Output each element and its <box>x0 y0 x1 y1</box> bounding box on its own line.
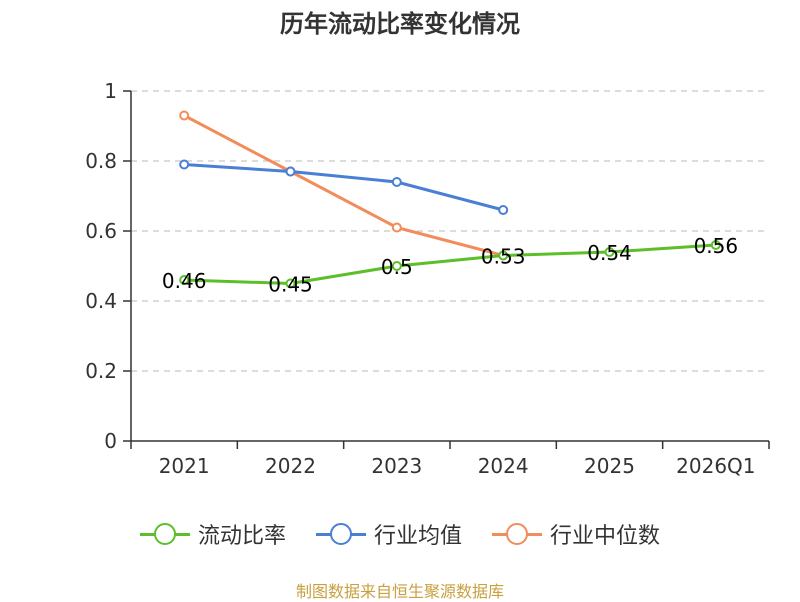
legend-item[interactable]: 流动比率 <box>139 518 286 550</box>
data-point <box>710 240 721 250</box>
data-label: 0.53 <box>481 245 526 269</box>
data-point <box>285 166 296 177</box>
legend-label: 行业中位数 <box>550 524 661 549</box>
x-tick-label: 2022 <box>265 454 316 478</box>
data-point <box>391 222 402 233</box>
legend-marker <box>139 523 190 545</box>
series-line-2 <box>183 114 504 257</box>
x-tick-label: 2025 <box>584 454 635 478</box>
data-label: 0.54 <box>587 241 632 265</box>
data-point <box>604 247 615 257</box>
data-point <box>391 261 402 271</box>
x-tick-label: 2024 <box>478 454 529 478</box>
data-point <box>179 159 190 170</box>
data-label: 0.56 <box>694 234 739 258</box>
legend-label: 行业均值 <box>373 524 462 549</box>
data-point <box>179 110 190 121</box>
legend-label: 流动比率 <box>197 524 286 549</box>
legend-marker <box>492 523 542 545</box>
data-point <box>285 278 296 289</box>
y-tick-label: 0.4 <box>85 289 117 313</box>
x-tick-label: 2021 <box>159 454 210 478</box>
legend-item[interactable]: 行业均值 <box>315 518 462 550</box>
legend-marker <box>315 523 366 545</box>
y-tick-label: 0 <box>104 429 117 453</box>
x-tick-label: 2026Q1 <box>676 454 755 478</box>
data-label: 0.45 <box>268 273 313 297</box>
data-point <box>498 205 509 215</box>
data-label: 0.46 <box>162 269 207 293</box>
source-note: 制图数据来自恒生聚源数据库 <box>295 582 504 601</box>
x-tick-label: 2023 <box>371 454 422 478</box>
y-tick-label: 0.6 <box>85 219 117 243</box>
data-point <box>179 275 190 285</box>
legend-item[interactable]: 行业中位数 <box>492 518 660 550</box>
data-label: 0.5 <box>381 255 413 279</box>
series-line-1 <box>184 163 504 212</box>
legend: 流动比率 行业均值 行业中位数 <box>0 518 800 550</box>
y-tick-label: 0.8 <box>85 149 117 173</box>
y-tick-label: 1 <box>104 79 117 103</box>
y-tick-label: 0.2 <box>85 359 117 383</box>
chart-title: 历年流动比率变化情况 <box>280 10 520 38</box>
series-line-0 <box>184 243 716 285</box>
data-point <box>391 177 402 187</box>
data-point <box>498 250 509 261</box>
